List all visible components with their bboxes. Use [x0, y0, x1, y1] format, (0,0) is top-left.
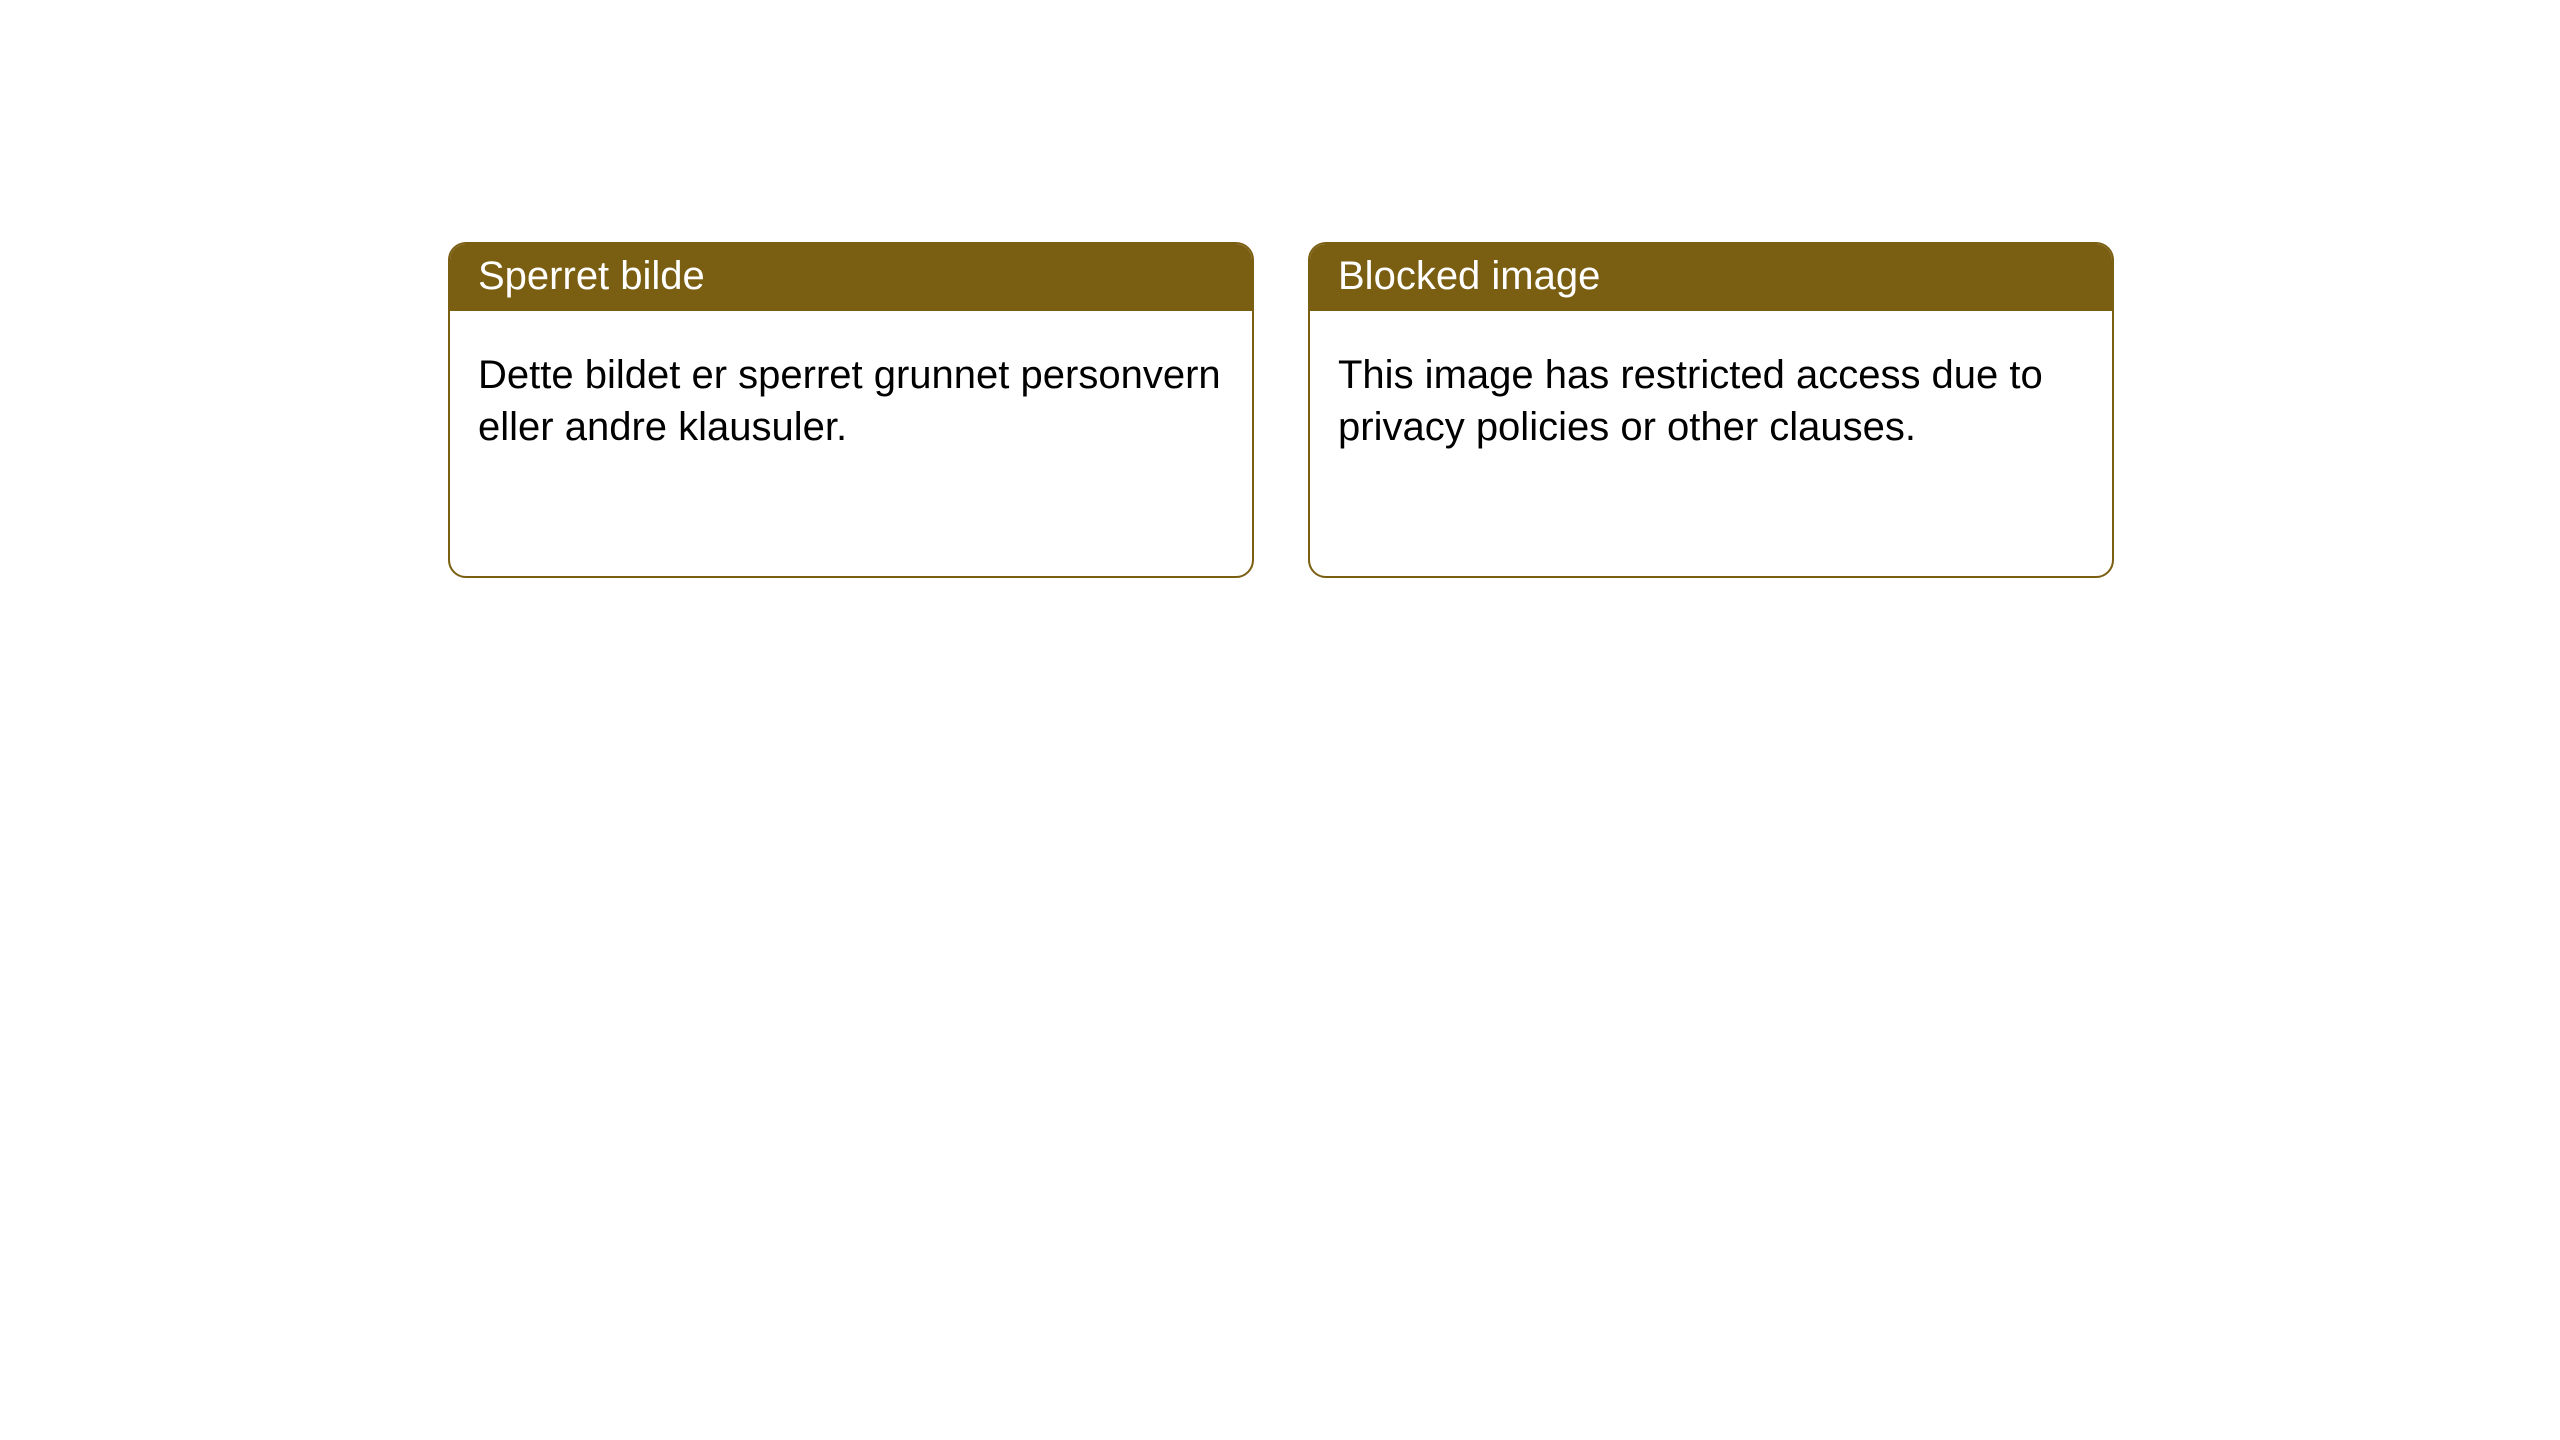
notice-body: This image has restricted access due to … [1310, 311, 2112, 491]
notice-body-text: This image has restricted access due to … [1338, 353, 2043, 449]
notice-card-english: Blocked image This image has restricted … [1308, 242, 2114, 578]
notice-card-norwegian: Sperret bilde Dette bildet er sperret gr… [448, 242, 1254, 578]
notice-header: Blocked image [1310, 244, 2112, 311]
notice-container: Sperret bilde Dette bildet er sperret gr… [0, 0, 2560, 578]
notice-header: Sperret bilde [450, 244, 1252, 311]
notice-title: Sperret bilde [478, 254, 705, 298]
notice-title: Blocked image [1338, 254, 1600, 298]
notice-body-text: Dette bildet er sperret grunnet personve… [478, 353, 1221, 449]
notice-body: Dette bildet er sperret grunnet personve… [450, 311, 1252, 491]
